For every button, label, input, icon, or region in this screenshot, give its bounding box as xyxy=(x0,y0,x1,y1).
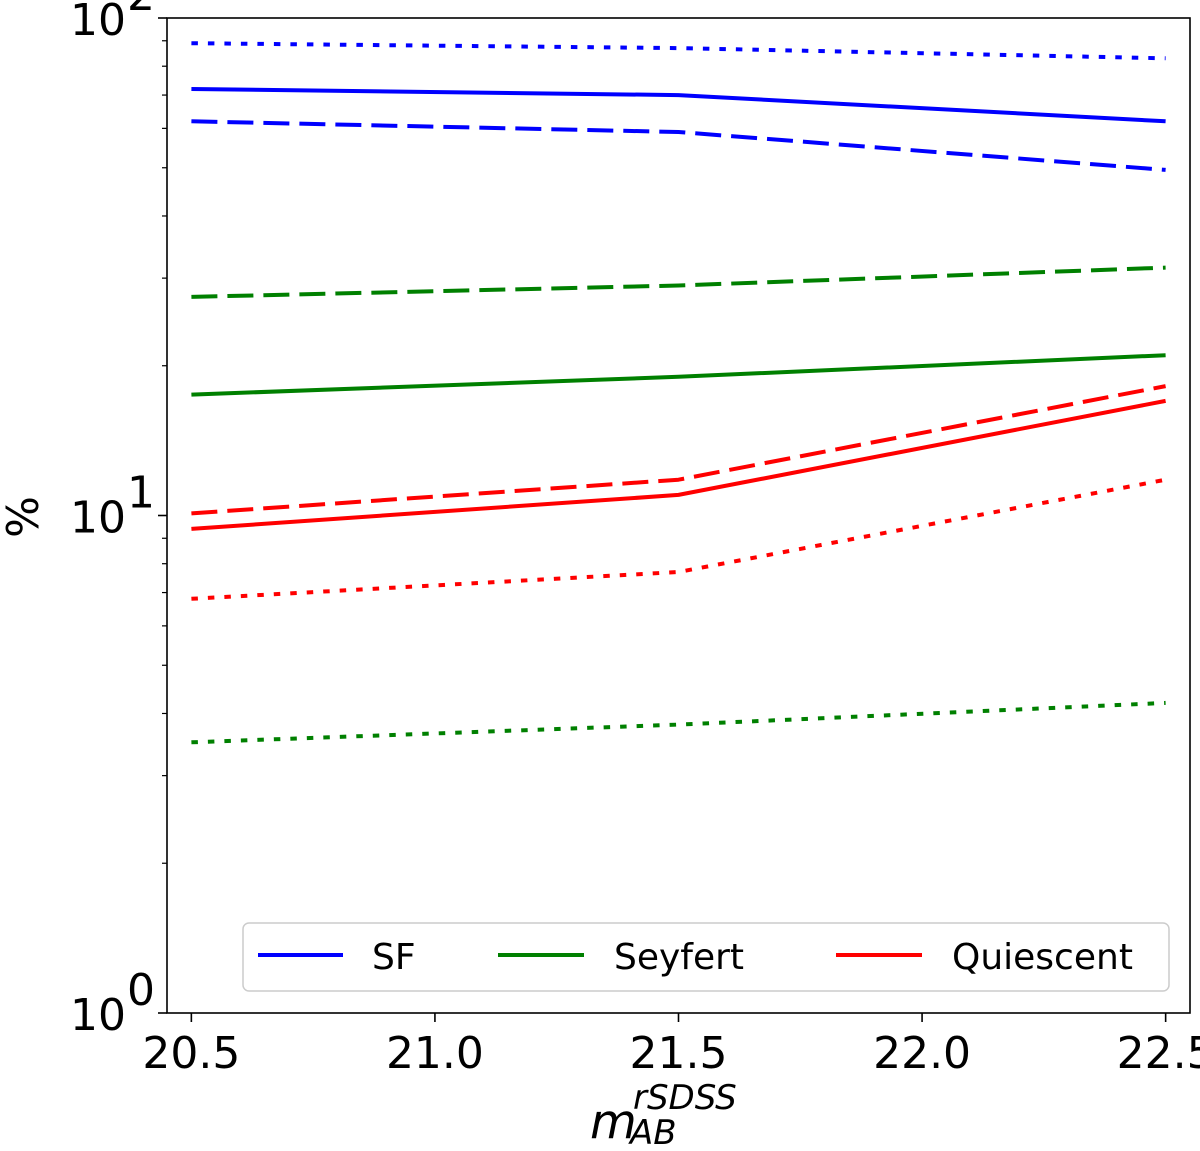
x-axis-label-sub: AB xyxy=(628,1113,677,1151)
x-tick-label: 21.5 xyxy=(630,1028,728,1079)
y-tick-label: 10 xyxy=(70,493,126,544)
x-axis-label: m xyxy=(590,1094,637,1150)
x-tick-label: 20.5 xyxy=(142,1028,240,1079)
series-line-quiescent-dotted xyxy=(191,477,1166,601)
x-tick-label: 22.5 xyxy=(1117,1028,1200,1079)
y-axis-label: % xyxy=(0,496,49,538)
x-axis-label-sup: rSDSS xyxy=(633,1078,737,1118)
ticks-layer: 20.521.021.522.022.5100101102 xyxy=(70,0,1200,1079)
series-line-quiescent-dashed xyxy=(191,384,1166,516)
y-tick-label: 10 xyxy=(70,0,126,46)
labels-layer: % m rSDSS AB xyxy=(0,496,737,1151)
x-tick-label: 22.0 xyxy=(873,1028,971,1079)
plot-frame xyxy=(166,17,1191,1014)
series-line-seyfert-dashed xyxy=(191,265,1166,299)
y-tick-label-exponent: 2 xyxy=(127,0,155,21)
series-line-sf-dashed xyxy=(191,119,1166,172)
series-line-quiescent-solid xyxy=(191,398,1166,531)
y-tick-label: 10 xyxy=(70,990,126,1041)
y-tick-label-exponent: 0 xyxy=(127,965,155,1016)
series-line-seyfert-solid xyxy=(191,353,1166,397)
series-line-sf-solid xyxy=(191,87,1166,124)
legend-label-quiescent: Quiescent xyxy=(952,937,1133,978)
series-line-seyfert-dotted xyxy=(191,700,1166,745)
legend: SF Seyfert Quiescent xyxy=(242,922,1170,992)
series-line-sf-dotted xyxy=(191,41,1166,61)
legend-label-sf: SF xyxy=(372,937,416,978)
legend-box xyxy=(242,922,1170,992)
series-layer xyxy=(191,41,1166,745)
legend-label-seyfert: Seyfert xyxy=(614,937,744,978)
x-axis-label-main: m xyxy=(590,1094,637,1150)
y-tick-label-exponent: 1 xyxy=(127,468,155,519)
x-tick-label: 21.0 xyxy=(386,1028,484,1079)
